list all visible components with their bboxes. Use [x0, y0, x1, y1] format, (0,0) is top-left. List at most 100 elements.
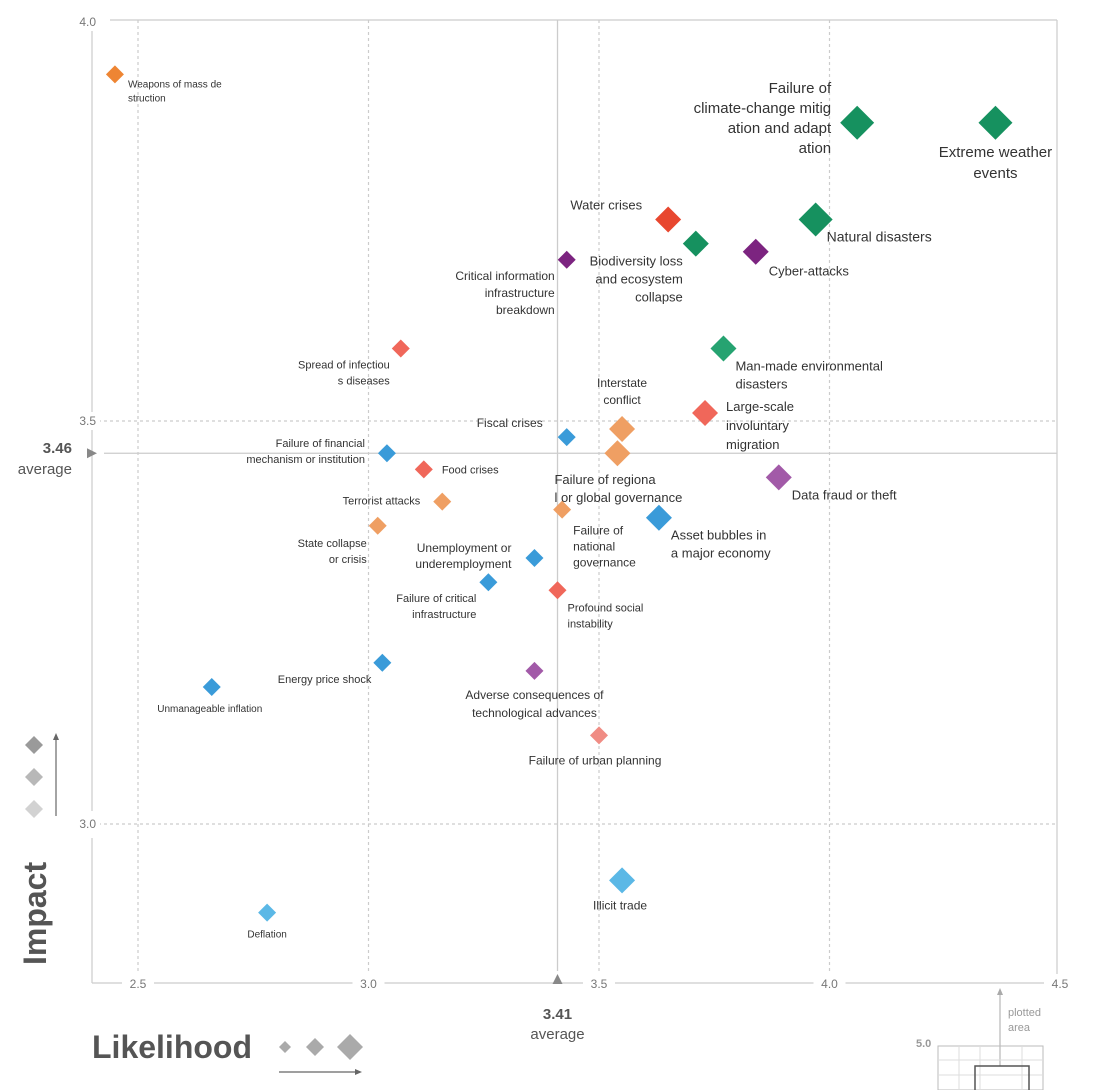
data-label-line: events — [973, 165, 1017, 182]
data-point-diamond — [710, 335, 737, 362]
tick-label-bg — [583, 974, 615, 992]
data-label-line: Failure of — [769, 80, 832, 97]
data-label-line: Weapons of mass de — [128, 79, 222, 90]
data-label: Asset bubbles in a major economy — [671, 528, 771, 561]
tick-label-bg — [122, 974, 154, 992]
data-label: Profound social instability — [568, 602, 644, 630]
y-tick-label: 3.5 — [79, 414, 96, 428]
data-label: Natural disasters — [827, 229, 932, 245]
data-label-line: climate-change mitig — [694, 100, 832, 117]
data-point-diamond — [557, 250, 576, 269]
data-label: Failure of climate-change mitig ation and … — [694, 80, 832, 157]
data-label: Illicit trade — [593, 898, 647, 912]
average-impact-label: average — [18, 461, 72, 478]
legend-diamond-medium — [306, 1038, 324, 1056]
data-label: Extreme weather events — [939, 144, 1052, 182]
data-label: Water crises — [570, 198, 642, 213]
tick-label-bg — [1044, 974, 1076, 992]
data-label-line: Energy price shock — [278, 674, 372, 686]
data-label-line: collapse — [635, 290, 683, 305]
data-label: Fiscal crises — [477, 416, 543, 430]
data-point-diamond — [414, 460, 433, 479]
data-label: Failure of urban planning — [529, 753, 662, 767]
tick-label-bg — [72, 815, 100, 833]
data-label-line: Unmanageable inflation — [157, 704, 262, 715]
data-point-diamond — [525, 661, 544, 680]
data-label-line: Deflation — [247, 930, 286, 941]
inset-caption-line1: plotted — [1008, 1007, 1041, 1019]
data-label-line: instability — [568, 618, 614, 630]
inset-frame — [937, 1045, 1044, 1090]
data-point-diamond — [692, 399, 719, 426]
data-label-line: Extreme weather — [939, 144, 1052, 161]
data-point-diamond — [479, 573, 498, 592]
data-label: State collapse or crisis — [298, 538, 368, 566]
data-point-diamond — [765, 464, 792, 491]
data-label-line: Unemployment or — [417, 541, 512, 555]
tick-label-bg — [72, 13, 100, 31]
data-label-line: conflict — [603, 393, 641, 407]
data-label: Food crises — [442, 464, 499, 476]
data-label: Energy price shock — [278, 674, 372, 686]
data-label-line: Adverse consequences of — [465, 688, 604, 702]
data-point-diamond — [590, 726, 608, 745]
data-label-line: Spread of infectiou — [298, 359, 390, 371]
likelihood-size-legend — [279, 1034, 363, 1075]
data-label-line: Terrorist attacks — [343, 496, 421, 508]
legend-arrow-head-right — [355, 1069, 362, 1075]
data-label-line: and ecosystem — [595, 272, 682, 287]
data-point-diamond — [604, 440, 631, 467]
data-label: Man-made environmental disasters — [735, 358, 883, 391]
data-point-diamond — [105, 65, 124, 84]
data-point-diamond — [742, 238, 769, 265]
data-point-diamond — [609, 867, 636, 894]
data-label-line: ation — [799, 140, 832, 157]
average-impact-value: 3.46 — [43, 440, 72, 457]
data-point-diamond — [433, 492, 452, 511]
legend-arrow-head-up — [53, 733, 59, 740]
data-label-line: infrastructure — [412, 609, 476, 621]
x-tick-label: 3.0 — [360, 977, 377, 991]
data-label: Adverse consequences of technological adv… — [465, 688, 604, 720]
average-likelihood-marker — [552, 974, 563, 984]
data-label-line: Cyber-attacks — [769, 264, 850, 279]
data-point-diamond — [557, 428, 576, 447]
y-axis-title: Impact — [17, 862, 53, 965]
data-label-line: ation and adapt — [728, 120, 832, 137]
data-point-diamond — [548, 581, 567, 600]
legend-diamond-top — [25, 736, 43, 754]
data-label-line: Man-made environmental — [735, 358, 883, 373]
data-label-line: mechanism or institution — [246, 454, 365, 466]
data-point-diamond — [655, 206, 682, 233]
data-point-diamond — [368, 516, 387, 535]
data-label-line: or crisis — [329, 554, 367, 566]
tick-label-bg — [352, 974, 385, 992]
data-label-line: disasters — [735, 376, 788, 391]
data-label-line: Failure of critical — [396, 593, 476, 605]
inset-caption-line2: area — [1008, 1022, 1031, 1034]
legend-diamond-bottom — [25, 800, 43, 818]
data-label: Failure of regiona l or global governance — [554, 472, 682, 505]
x-tick-label: 3.5 — [591, 977, 608, 991]
data-label-line: Asset bubbles in — [671, 528, 766, 543]
data-label-line: breakdown — [496, 303, 555, 317]
data-labels: Weapons of mass de struction Failure of cli… — [128, 79, 1052, 940]
average-impact-marker — [87, 448, 97, 459]
data-point-diamond — [609, 416, 636, 443]
data-point-diamond — [373, 653, 392, 672]
data-point-diamond — [553, 500, 572, 519]
data-point-diamond — [978, 105, 1013, 140]
y-tick-label: 3.0 — [79, 817, 96, 831]
data-label-line: Water crises — [570, 198, 642, 213]
data-label: Critical information infrastructure breakd… — [455, 269, 555, 317]
data-label-line: Large-scale — [726, 399, 794, 414]
data-label-line: Fiscal crises — [477, 416, 543, 430]
data-label: Biodiversity loss and ecosystem collapse — [590, 254, 684, 305]
data-point-diamond — [391, 339, 410, 358]
data-point-diamond — [682, 230, 709, 257]
data-label-line: Profound social — [568, 602, 644, 614]
data-point-diamond — [202, 677, 221, 696]
inset-plotted-area — [974, 1065, 1030, 1090]
data-point-diamond — [798, 202, 833, 237]
